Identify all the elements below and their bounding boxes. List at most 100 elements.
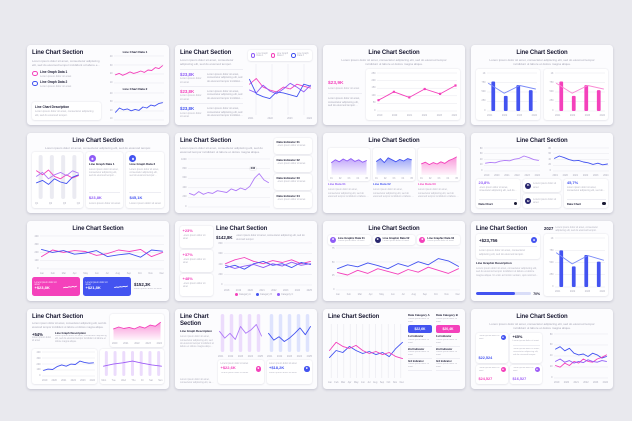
panel-body: Lorem ipsum dolor sit amet, consectetur … [373,188,414,198]
indicator-list: Data Indicator 01 Lorem ipsum dolor sit … [274,138,312,208]
area-chart: 2020 2021 2022 2023 2024 [112,316,162,345]
multi-line-chart: 800 600 400 200 0 2018 2019 2020 2021 2022 2023 202… [218,242,312,292]
chart-card: 2020 2021 2022 2023 2024 [110,314,164,347]
slide-title: Line Chart Section [32,50,84,56]
slide-09[interactable]: Line Chart Section 400 300 200 100 0 Jan Feb Ma… [27,221,169,301]
intro-text: Lorem ipsum dolor sit amet, consectetur … [489,321,595,331]
chart-card: Mon Tue Wed Thu Fri Sat Sun [99,349,164,384]
divider [436,370,460,372]
legend-item: Line Graph Data 1 [250,52,269,59]
indicator-label: 1st Indicator [436,335,452,339]
slide-11[interactable]: Line Chart Section ✱ Line Graphic Data 0… [323,221,465,301]
slide-04[interactable]: Line Chart Section Lorem ipsum dolor sit… [471,45,613,125]
intro-text: Lorem ipsum dolor sit amet, consectetur … [32,321,107,329]
stat-row: $23,8K Lorem ipsum dolor sit amet Lorem … [180,68,243,86]
category-header: Data Category A [408,313,430,317]
year-body: Lorem ipsum dolor sit amet, consectetur … [555,226,598,233]
stat-caption: Lorem ipsum dolor sit amet [180,94,202,101]
card-value: $24,527 [478,376,493,381]
mini-card: 02 Lorem ipsum dolor sit amet [522,194,562,209]
divider [328,93,362,95]
multi-line-chart: 2021 2022 2023 2024 [248,63,312,120]
category-header: Data Category B [436,313,458,317]
year-label: 2027 [544,226,554,231]
info-card: ✱ Line Graph Data 1 Lorem ipsum dolor si… [85,152,124,208]
card-value: +$23,756 [479,237,498,243]
divider [479,245,537,247]
legend-ring-icon [270,53,276,58]
stat-icon: ✱ [531,237,537,244]
divider [478,199,518,200]
slide-10[interactable]: +23% Lorem ipsum dolor sit amet +37% Lor… [175,221,317,301]
indicator-body: Lorem ipsum dolor sit amet [408,338,429,344]
number-icon: 01 [525,182,532,189]
legend-item: Category A [234,293,251,296]
legend-label: Category A [238,293,251,296]
line-chart: 80 60 40 20 0 2019 2020 2021 2022 2023 2024 [479,146,540,177]
card-value: +$23,8K [34,285,50,291]
line-chart: 40 30 20 10 [106,55,164,84]
slide-16[interactable]: Line Chart Section Lorem ipsum dolor sit… [471,309,613,389]
indicator-label: Data Indicator 04 [276,193,300,198]
highlight-card: Lorem ipsum dolor sit amet +$21,8K [83,277,131,296]
legend-label: Line Graphic Data 03 [427,236,455,240]
stat-body: Lorem ipsum dolor sit amet, consectetur … [566,186,603,193]
indicator-item: 2nd Indicator Lorem ipsum dolor sit amet [436,348,460,359]
slide-15[interactable]: Line Chart Section Jan Feb Mar Apr May Jun Jul… [323,309,465,389]
stat-value: +54% [32,331,43,337]
card-body: Lorem ipsum dolor sit amet, consectetur … [479,249,526,256]
stat-caption: Lorem ipsum dolor sit amet [328,87,360,91]
legend-item: Line Graph Data 3 [291,53,309,59]
slide-14[interactable]: Line Chart Section Line Graph Descriptio… [175,309,317,389]
legend-label: Line Graph Data 1 [256,52,268,58]
divider [566,199,606,200]
stat-value: 45,7% [566,180,579,186]
stat-body: Lorem ipsum dolor sit amet [182,257,206,265]
marker-line-chart: 250 200 150 100 50 0 2019 2020 2021 2022 2023 2024 [371,71,457,117]
legend-label: Line Graph Data 2 [40,79,68,84]
category-columns: Data Category A Lorem ipsum dolor sit am… [408,313,460,384]
indicator-body: Lorem ipsum dolor sit amet [276,198,306,202]
value-card: Lorem ipsum dolor sit amet ✱ $24,527 [476,364,508,384]
slide-02[interactable]: Line Chart Section Lorem ipsum dolor sit… [175,45,317,125]
data-chart-link: Data Chart [566,201,581,206]
slide-title: Line Chart Section [516,138,568,144]
stat-caption: Lorem ipsum dolor sit amet [180,77,202,84]
slide-12[interactable]: Line Chart Section +$23,756 ✱ Lorem ipsu… [471,221,613,301]
slide-title: Line Chart Section [328,314,380,320]
value-card: Lorem ipsum dolor sit amet +$18,2K ✱ Lor… [266,360,312,384]
indicator-card: Data Indicator 02 Lorem ipsum dolor sit … [274,156,312,172]
indicator-body: Lorem ipsum dolor sit amet [276,162,306,166]
description-heading: Line Chart Description [35,105,70,109]
panel-heading: Line Data 01 [328,182,346,187]
amount-value: $142,8K [216,234,233,240]
slide-title: Line Chart Section [368,226,420,232]
slide-title: Line Chart Section [476,226,528,232]
description-heading: Line Graphic Description [476,260,512,265]
value-card: +$23,756 ✱ Lorem ipsum dolor sit amet, c… [476,234,540,260]
chart-card: 400 300 200 100 0 2019 2020 2021 2022 2023 2024 [32,349,97,384]
legend: Category A Category B Category C [216,293,312,296]
slide-13[interactable]: Line Chart Section Lorem ipsum dolor sit… [27,309,169,389]
card-caption: Lorem ipsum dolor sit amet [512,367,534,373]
stat-icon: ✱ [534,367,540,373]
indicator-item: 1st Indicator Lorem ipsum dolor sit amet [408,335,432,347]
chart-card: 01 02 03 04 05 [328,147,370,181]
slide-05[interactable]: Line Chart Section Lorem ipsum dolor sit… [27,133,169,213]
percent-body: Lorem ipsum dolor sit amet, consectetur … [512,348,540,357]
stat-icon: ✱ [255,366,261,372]
bar-line-chart: 1K 750 500 250 0 2021 2022 2023 2024 [549,237,605,293]
indicator-label: 2nd Indicator [436,347,453,351]
intro-text: Lorem ipsum dolor sit amet, consectetur … [45,145,151,150]
description-heading: Line Graph Description [55,330,86,335]
slide-03[interactable]: Line Chart Section Lorem ipsum dolor sit… [323,45,465,125]
indicator-body: Lorem ipsum dolor sit amet [276,144,306,148]
slide-08[interactable]: Line Chart Section 80 60 40 20 0 2019 2020 2021… [471,133,613,213]
slide-01[interactable]: Line Chart Section Lorem ipsum dolor sit… [27,45,169,125]
card-body: Lorem ipsum dolor sit amet [269,372,297,375]
slide-07[interactable]: Line Chart Section 01 02 03 04 05 Line Data … [323,133,465,213]
intro-text: Lorem ipsum dolor sit amet, consectetur … [180,145,263,155]
stat-body: Lorem ipsum dolor sit amet, consectetur … [207,106,243,118]
legend-label: Line Graphic Data 02 [382,236,410,240]
slide-06[interactable]: Line Chart Section Lorem ipsum dolor sit… [175,133,317,213]
